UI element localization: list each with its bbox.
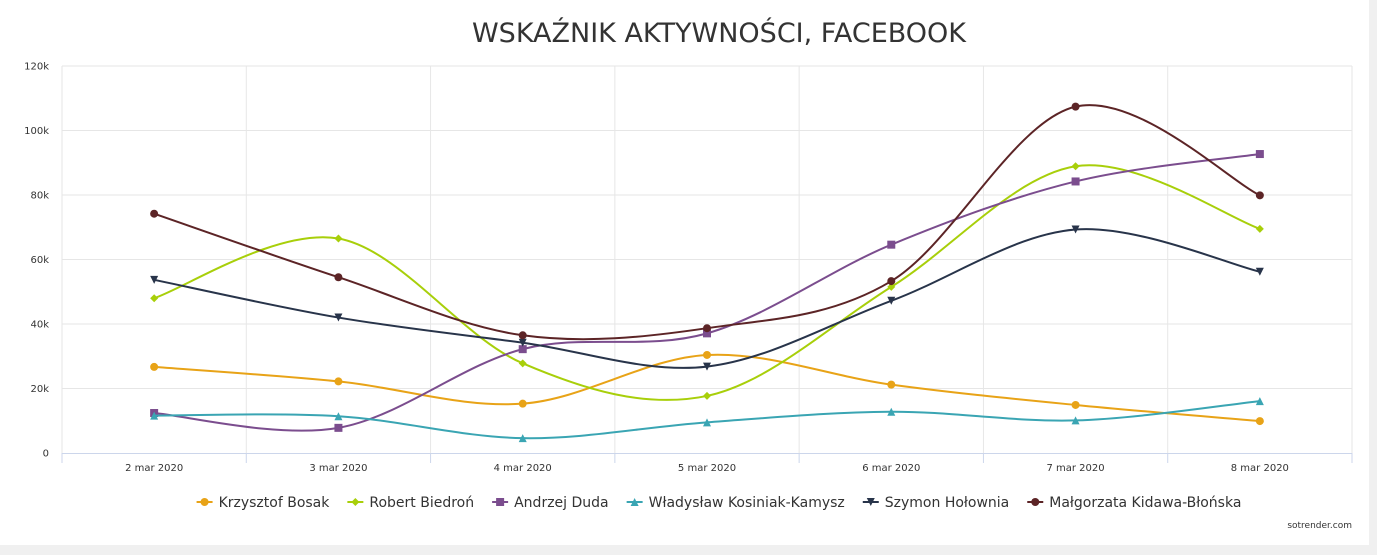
y-tick-label: 40k xyxy=(30,320,49,331)
legend-label: Robert Biedroń xyxy=(369,495,474,511)
x-tick-label: 8 mar 2020 xyxy=(1231,463,1289,474)
data-point xyxy=(703,324,711,333)
data-point xyxy=(150,275,159,284)
series-line xyxy=(153,228,1261,369)
data-point xyxy=(703,362,711,371)
data-point xyxy=(150,411,159,420)
legend-marker xyxy=(866,498,875,506)
data-point xyxy=(1071,102,1080,111)
legend-marker xyxy=(630,498,639,506)
data-point xyxy=(518,331,527,340)
series-malgorzata-kidawa-blonska xyxy=(150,102,1264,341)
y-tick-label: 60k xyxy=(30,255,49,266)
chart-legend[interactable]: Krzysztof Bosak Robert Biedroń Andrzej Dud… xyxy=(196,495,1242,511)
y-tick-label: 80k xyxy=(30,191,49,202)
x-tick-label: 6 mar 2020 xyxy=(862,463,920,474)
data-point xyxy=(1071,400,1080,409)
legend-item[interactable]: Andrzej Duda xyxy=(492,495,609,511)
legend-marker xyxy=(351,498,360,506)
legend-label: Szymon Hołownia xyxy=(885,495,1009,511)
data-point xyxy=(887,240,896,249)
data-point xyxy=(1255,150,1264,159)
data-point xyxy=(703,418,711,427)
data-point xyxy=(334,412,343,421)
data-point xyxy=(518,399,527,408)
x-tick-label: 7 mar 2020 xyxy=(1046,463,1104,474)
y-tick-label: 120k xyxy=(24,62,49,73)
legend-item[interactable]: Krzysztof Bosak xyxy=(196,495,331,511)
data-point xyxy=(887,277,896,286)
data-point xyxy=(1071,416,1080,425)
data-point xyxy=(518,338,527,347)
data-point xyxy=(518,359,527,368)
series-krzysztof-bosak xyxy=(150,350,1264,426)
chart-card: WSKAŹNIK AKTYWNOŚCI, FACEBOOK 0 20k 40k 60k… xyxy=(0,0,1369,545)
series-line xyxy=(154,153,1261,432)
data-point xyxy=(887,282,896,291)
data-point xyxy=(703,329,711,338)
legend-item[interactable]: Władysław Kosiniak-Kamysz xyxy=(626,495,845,511)
legend-marker xyxy=(200,498,209,506)
data-point xyxy=(1071,162,1080,171)
x-tick-label: 3 mar 2020 xyxy=(309,463,367,474)
y-tick-label: 0 xyxy=(43,449,49,460)
data-point xyxy=(887,380,896,389)
data-point xyxy=(1255,224,1264,233)
data-point xyxy=(334,313,343,322)
data-point xyxy=(703,350,711,359)
series-szymon-holownia xyxy=(150,225,1264,371)
chart-title: WSKAŹNIK AKTYWNOŚCI, FACEBOOK xyxy=(472,17,967,49)
data-point xyxy=(887,407,896,416)
legend-marker xyxy=(496,498,505,506)
chart-series xyxy=(150,102,1264,443)
legend-label: Krzysztof Bosak xyxy=(219,495,331,511)
credit-label: sotrender.com xyxy=(1287,521,1352,531)
series-wladyslaw-kosiniak-kamysz xyxy=(150,397,1264,443)
data-point xyxy=(1071,177,1080,186)
y-tick-label: 100k xyxy=(24,126,49,137)
x-tick-label: 5 mar 2020 xyxy=(678,463,736,474)
y-tick-label: 20k xyxy=(30,384,49,395)
legend-label: Władysław Kosiniak-Kamysz xyxy=(649,495,845,511)
data-point xyxy=(1071,225,1080,234)
legend-label: Małgorzata Kidawa-Błońska xyxy=(1049,495,1241,511)
data-point xyxy=(518,434,527,443)
data-point xyxy=(150,362,159,371)
data-point xyxy=(334,234,343,243)
data-point xyxy=(1255,417,1264,426)
data-point xyxy=(334,377,343,386)
legend-item[interactable]: Małgorzata Kidawa-Błońska xyxy=(1027,495,1241,511)
data-point xyxy=(334,273,343,282)
data-point xyxy=(887,296,896,305)
legend-marker xyxy=(1031,498,1040,506)
x-tick-label: 2 mar 2020 xyxy=(125,463,183,474)
legend-item[interactable]: Robert Biedroń xyxy=(347,495,474,511)
legend-label: Andrzej Duda xyxy=(514,495,609,511)
data-point xyxy=(1255,267,1264,276)
x-tick-label: 4 mar 2020 xyxy=(494,463,552,474)
data-point xyxy=(1255,191,1264,200)
series-line xyxy=(153,104,1261,341)
chart-grid xyxy=(61,65,1353,453)
data-point xyxy=(150,294,159,303)
data-point xyxy=(1255,397,1264,406)
data-point xyxy=(703,391,711,400)
series-robert-biedron xyxy=(150,162,1264,401)
legend-item[interactable]: Szymon Hołownia xyxy=(862,495,1009,511)
data-point xyxy=(518,345,527,354)
data-point xyxy=(150,209,159,218)
line-chart: WSKAŹNIK AKTYWNOŚCI, FACEBOOK 0 20k 40k 60k… xyxy=(24,17,1353,531)
chart-axes: 0 20k 40k 60k 80k 100k 120k 2 mar 2020 3 mar 202… xyxy=(24,62,1353,474)
series-andrzej-duda xyxy=(150,150,1264,432)
data-point xyxy=(334,423,343,432)
